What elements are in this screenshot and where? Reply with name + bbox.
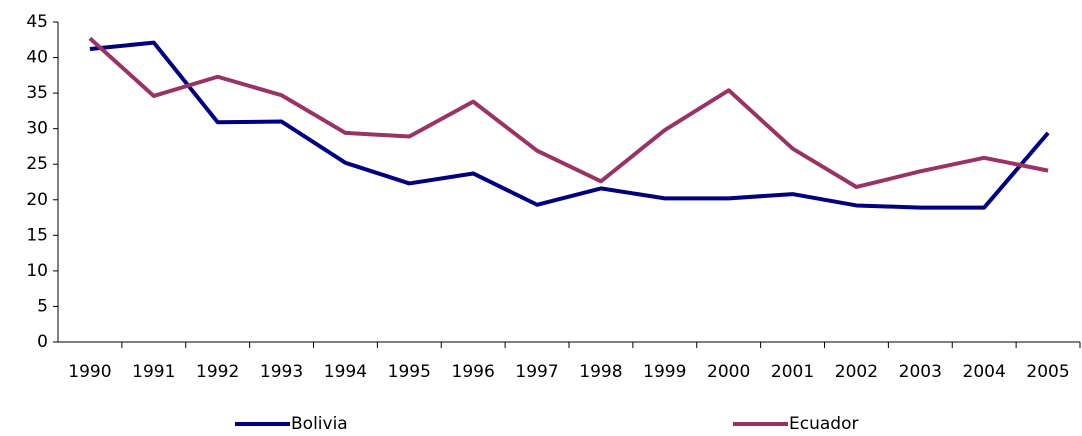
x-tick-label: 2001 — [771, 362, 814, 382]
x-tick-label: 1993 — [260, 362, 303, 382]
y-tick-label: 20 — [26, 190, 48, 210]
y-tick-label: 30 — [26, 119, 48, 139]
y-tick-label: 45 — [26, 12, 48, 32]
x-tick-label: 2000 — [707, 362, 750, 382]
x-tick-label: 1995 — [388, 362, 431, 382]
y-tick-label: 40 — [26, 48, 48, 68]
y-tick-label: 25 — [26, 154, 48, 174]
x-tick-label: 1996 — [452, 362, 495, 382]
y-tick-label: 0 — [37, 332, 48, 352]
x-tick-label: 1994 — [324, 362, 367, 382]
x-tick-label: 1992 — [196, 362, 239, 382]
x-tick-label: 1990 — [68, 362, 111, 382]
x-tick-label: 2002 — [835, 362, 878, 382]
x-tick-label: 1991 — [132, 362, 175, 382]
x-tick-label: 2003 — [899, 362, 942, 382]
x-tick-label: 1998 — [579, 362, 622, 382]
y-tick-label: 10 — [26, 261, 48, 281]
x-tick-label: 1997 — [515, 362, 558, 382]
legend-label: Ecuador — [789, 414, 858, 432]
x-tick-label: 2005 — [1026, 362, 1069, 382]
x-tick-label: 1999 — [643, 362, 686, 382]
series-line — [89, 40, 1050, 210]
y-tick-label: 35 — [26, 83, 48, 103]
y-tick-label: 5 — [37, 296, 48, 316]
y-tick-label: 15 — [26, 225, 48, 245]
legend-label: Bolivia — [291, 414, 348, 432]
series-line — [88, 36, 1049, 189]
x-tick-label: 2004 — [963, 362, 1006, 382]
